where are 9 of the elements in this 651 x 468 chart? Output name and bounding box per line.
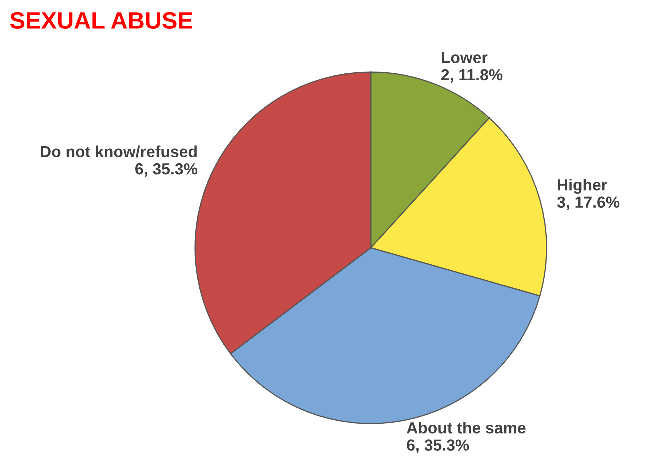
- data-label: 6, 35.3%: [407, 440, 470, 454]
- slice-label: Higher: [558, 179, 608, 194]
- slice-label: Lower: [442, 52, 488, 64]
- slice-label: Do not know/refused: [41, 146, 197, 158]
- data-label: 2, 11.8%: [441, 69, 503, 83]
- chart-title: SEXUAL ABUSE: [10, 12, 193, 30]
- data-label: 6, 35.3%: [136, 163, 198, 178]
- slice-label: About the same: [406, 422, 526, 434]
- data-label: 3, 17.6%: [557, 196, 620, 210]
